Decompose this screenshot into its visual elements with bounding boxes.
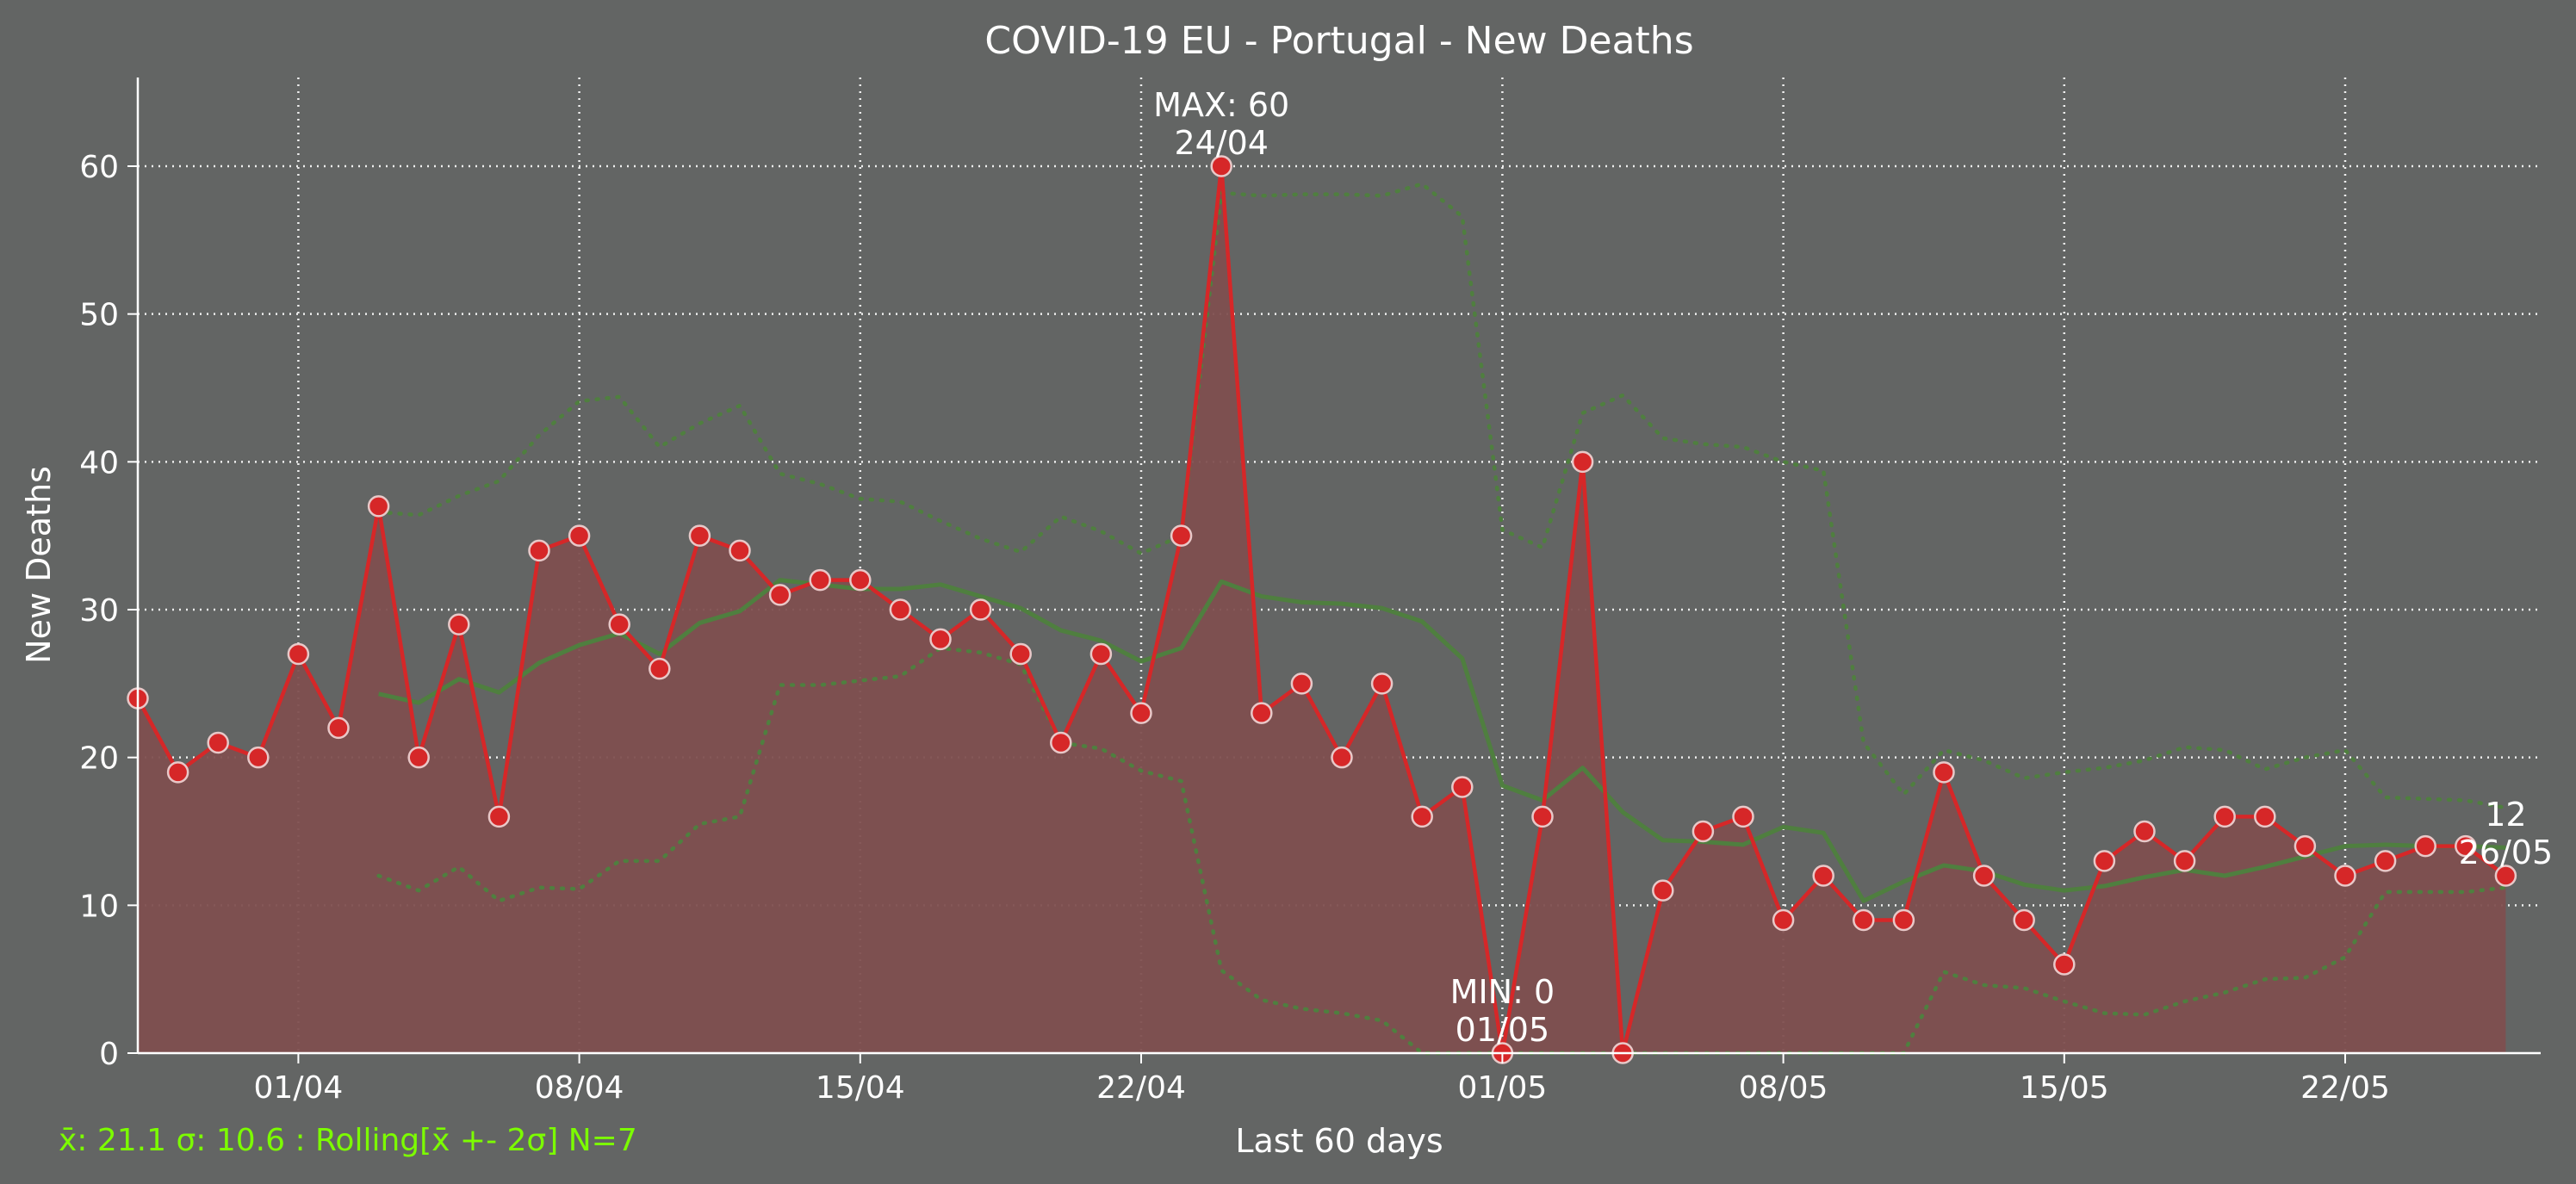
data-point bbox=[1130, 702, 1152, 724]
chart-title: COVID-19 EU - Portugal - New Deaths bbox=[984, 19, 1693, 63]
data-point bbox=[1652, 879, 1674, 902]
data-point bbox=[528, 539, 550, 562]
data-point bbox=[929, 628, 952, 651]
data-point bbox=[768, 584, 791, 606]
axes: 0 10 20 30 40 50 60 01/04 08/04 15/04 22/04 01/05 08… bbox=[79, 77, 2541, 1106]
last-annotation-date: 26/05 bbox=[2459, 834, 2554, 871]
x-tick-label: 15/04 bbox=[816, 1070, 905, 1106]
data-point bbox=[2455, 834, 2477, 858]
data-point bbox=[1691, 820, 1715, 843]
deaths-area bbox=[138, 166, 2506, 1053]
data-point bbox=[2053, 953, 2076, 976]
data-point bbox=[2093, 850, 2116, 872]
data-point bbox=[1251, 702, 1273, 724]
y-tick-label: 50 bbox=[79, 298, 119, 333]
data-point bbox=[2294, 834, 2317, 858]
data-point bbox=[287, 642, 310, 666]
data-point bbox=[1170, 524, 1193, 547]
data-point bbox=[2334, 865, 2356, 887]
data-point bbox=[1370, 673, 1394, 695]
rolling-band bbox=[376, 182, 2508, 1056]
data-point bbox=[1050, 731, 1072, 754]
data-point bbox=[407, 746, 430, 769]
data-point bbox=[729, 539, 751, 562]
lower-band-line bbox=[376, 646, 2508, 1056]
x-tick-label: 22/05 bbox=[2300, 1070, 2390, 1106]
data-point bbox=[1972, 865, 1996, 887]
data-point bbox=[1571, 450, 1594, 474]
data-point bbox=[2414, 834, 2436, 858]
stats-footer: x̄: 21.1 σ: 10.6 : Rolling[x̄ +- 2σ] N=7 bbox=[59, 1123, 637, 1158]
y-axis-label: New Deaths bbox=[20, 466, 58, 664]
data-point bbox=[1089, 642, 1113, 666]
data-point bbox=[1009, 642, 1032, 666]
data-point bbox=[2374, 850, 2397, 872]
data-point bbox=[1933, 761, 1955, 784]
data-point bbox=[649, 657, 671, 680]
x-tick-label: 22/04 bbox=[1096, 1070, 1186, 1106]
data-point bbox=[688, 524, 711, 547]
data-point bbox=[889, 598, 912, 621]
data-point bbox=[207, 731, 229, 754]
y-tick-label: 60 bbox=[79, 150, 119, 185]
y-tick-label: 30 bbox=[79, 593, 119, 629]
data-point bbox=[849, 568, 872, 592]
data-point bbox=[1331, 746, 1353, 769]
data-point bbox=[2213, 805, 2236, 828]
data-point bbox=[1892, 908, 1915, 932]
y-tick-label: 10 bbox=[79, 889, 119, 924]
y-tick-label: 40 bbox=[79, 445, 119, 480]
min-annotation-value: MIN: 0 bbox=[1450, 973, 1555, 1011]
data-point bbox=[2254, 805, 2276, 828]
data-point bbox=[2133, 820, 2156, 843]
data-point bbox=[1772, 908, 1795, 932]
x-axis-label: Last 60 days bbox=[1235, 1122, 1443, 1160]
data-point bbox=[2494, 865, 2517, 887]
data-point bbox=[327, 716, 350, 740]
x-tick-label: 08/05 bbox=[1739, 1070, 1828, 1106]
data-point bbox=[809, 568, 831, 592]
max-annotation-date: 24/04 bbox=[1174, 124, 1269, 162]
max-annotation-value: MAX: 60 bbox=[1153, 86, 1289, 124]
data-point bbox=[166, 761, 189, 784]
x-tick-label: 01/04 bbox=[254, 1070, 344, 1106]
data-point bbox=[2013, 908, 2035, 932]
min-annotation-date: 01/05 bbox=[1456, 1011, 1550, 1049]
data-point bbox=[448, 613, 470, 635]
data-point bbox=[1531, 805, 1554, 828]
data-point bbox=[2173, 850, 2196, 872]
area-fill bbox=[138, 166, 2506, 1053]
x-tick-label: 15/05 bbox=[2020, 1070, 2109, 1106]
upper-band-line bbox=[376, 182, 2508, 810]
x-tick-label: 08/04 bbox=[535, 1070, 624, 1106]
data-point bbox=[1210, 155, 1232, 177]
data-point bbox=[1411, 805, 1433, 828]
data-point bbox=[487, 805, 511, 828]
rolling-mean-line bbox=[378, 578, 2506, 903]
data-point bbox=[247, 746, 270, 769]
data-point bbox=[608, 613, 630, 635]
y-tick-label: 20 bbox=[79, 741, 119, 777]
y-tick-label: 0 bbox=[99, 1037, 119, 1072]
data-point bbox=[1451, 776, 1474, 798]
data-point bbox=[1853, 908, 1875, 932]
data-point bbox=[1290, 673, 1313, 695]
last-annotation-value: 12 bbox=[2485, 796, 2526, 834]
data-point bbox=[367, 495, 390, 518]
data-point bbox=[568, 524, 591, 547]
data-point bbox=[1812, 865, 1834, 887]
data-point bbox=[1732, 805, 1754, 828]
data-point bbox=[969, 598, 992, 621]
x-tick-label: 01/05 bbox=[1458, 1070, 1548, 1106]
